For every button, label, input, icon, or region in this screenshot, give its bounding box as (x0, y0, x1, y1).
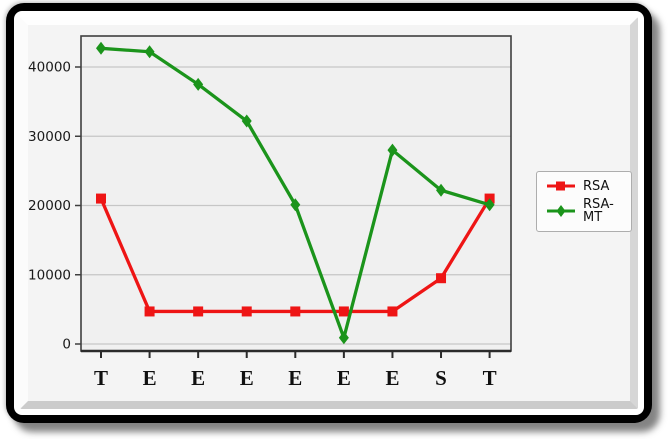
x-tick-label: E (240, 366, 254, 390)
y-tick-label: 40000 (28, 60, 71, 76)
chart-panel: 0 10000 20000 30000 40000 T E E E E E E S T RSA RSA-MT (14, 11, 644, 415)
legend-item-RSA: RSA (546, 179, 623, 193)
x-tick-label: E (288, 366, 302, 390)
data-point-RSA (241, 306, 252, 317)
legend-label: RSA-MT (583, 197, 614, 225)
square-marker-icon (547, 181, 575, 191)
data-point-RSA-MT (290, 198, 301, 212)
chart-frame: 0 10000 20000 30000 40000 T E E E E E E S T RSA RSA-MT (6, 3, 652, 423)
legend-item-RSA-MT: RSA-MT (546, 198, 623, 224)
data-point-RSA (144, 306, 155, 317)
data-point-RSA (96, 193, 106, 204)
data-point-RSA (193, 306, 204, 317)
y-tick-label: 0 (62, 337, 71, 353)
x-tick-label: S (435, 366, 447, 390)
legend-label: RSA (583, 178, 610, 194)
data-point-RSA (387, 306, 398, 317)
x-tick-label: T (483, 366, 497, 390)
x-tick-label: E (385, 366, 399, 390)
data-point-RSA-MT (436, 183, 447, 197)
data-point-RSA (338, 306, 349, 317)
data-point-RSA-MT (338, 331, 349, 345)
data-point-RSA-MT (241, 114, 252, 128)
chart-legend: RSA RSA-MT (536, 171, 632, 232)
line-chart: 0 10000 20000 30000 40000 T E E E E E E S T (28, 35, 512, 390)
data-point-RSA (436, 273, 447, 284)
data-point-RSA-MT (193, 77, 204, 91)
x-tick-label: T (94, 366, 108, 390)
data-point-RSA-MT (144, 45, 155, 59)
y-tick-label: 30000 (28, 129, 71, 145)
x-tick-label: E (191, 366, 205, 390)
y-tick-label: 10000 (28, 267, 71, 283)
y-tick-label: 20000 (28, 198, 71, 214)
chart-content: 0 10000 20000 30000 40000 T E E E E E E S T RSA RSA-MT (20, 17, 638, 409)
data-point-RSA (290, 306, 301, 317)
x-tick-label: E (337, 366, 351, 390)
x-tick-label: E (143, 366, 157, 390)
data-point-RSA-MT (96, 41, 106, 55)
data-point-RSA-MT (484, 198, 495, 212)
diamond-marker-icon (547, 205, 575, 217)
data-point-RSA-MT (387, 143, 398, 157)
